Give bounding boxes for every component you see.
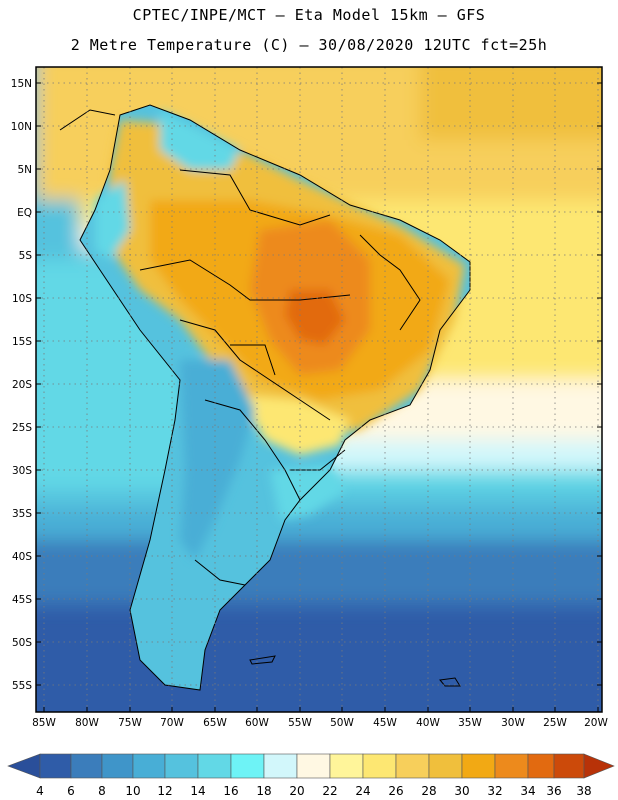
graticule	[36, 67, 602, 712]
colorbar: 4 6 8 10 12 14 16 18 20 22 24 26 28 30 3…	[7, 753, 615, 798]
colorbar-label: 4	[36, 784, 44, 798]
lat-label: 25S	[12, 422, 32, 434]
colorbar-label: 6	[67, 784, 75, 798]
colorbar-label: 20	[289, 784, 304, 798]
colorbar-swatch	[296, 753, 331, 779]
colorbar-label: 36	[546, 784, 561, 798]
lat-label: EQ	[17, 207, 32, 219]
colorbar-swatch	[230, 753, 265, 779]
lat-label: 45S	[12, 594, 32, 606]
colorbar-swatch	[70, 753, 103, 779]
colorbar-label: 34	[520, 784, 535, 798]
colorbar-swatch	[362, 753, 397, 779]
lat-label: 15N	[11, 78, 32, 90]
lon-label: 25W	[543, 717, 567, 729]
lon-label: 30W	[501, 717, 525, 729]
lat-label: 55S	[12, 680, 32, 692]
map-frame	[35, 66, 603, 713]
colorbar-label: 32	[487, 784, 502, 798]
colorbar-label: 18	[256, 784, 271, 798]
lon-label: 60W	[245, 717, 269, 729]
lon-label: 65W	[203, 717, 227, 729]
lon-label: 80W	[75, 717, 99, 729]
colorbar-label: 26	[388, 784, 403, 798]
colorbar-label: 38	[576, 784, 591, 798]
lat-label: 20S	[12, 379, 32, 391]
colorbar-label: 14	[190, 784, 205, 798]
colorbar-swatch	[132, 753, 166, 779]
colorbar-label: 8	[98, 784, 106, 798]
lat-label: 30S	[12, 465, 32, 477]
colorbar-label: 16	[223, 784, 238, 798]
map-title-line-2: 2 Metre Temperature (C) – 30/08/2020 12U…	[70, 36, 548, 54]
lon-label: 70W	[160, 717, 184, 729]
colorbar-swatch	[428, 753, 463, 779]
colorbar-low-arrow	[7, 753, 41, 779]
lon-label: 35W	[458, 717, 482, 729]
lon-label: 50W	[330, 717, 354, 729]
lat-label: 15S	[12, 336, 32, 348]
colorbar-swatch	[164, 753, 199, 779]
lon-label: 55W	[288, 717, 312, 729]
colorbar-label: 10	[125, 784, 140, 798]
colorbar-swatch	[263, 753, 298, 779]
colorbar-swatch	[395, 753, 430, 779]
lat-label: 10N	[11, 121, 32, 133]
colorbar-swatch	[527, 753, 555, 779]
lat-label: 50S	[12, 637, 32, 649]
colorbar-high-arrow	[583, 753, 615, 779]
colorbar-label: 24	[355, 784, 370, 798]
land-temperature	[80, 105, 470, 690]
map-title-line-1: CPTEC/INPE/MCT – Eta Model 15km – GFS	[132, 6, 486, 24]
colorbar-swatch	[461, 753, 496, 779]
colorbar-label: 22	[322, 784, 337, 798]
colorbar-label: 12	[157, 784, 172, 798]
colorbar-swatch	[39, 753, 72, 779]
colorbar-swatch	[553, 753, 585, 779]
latitude-axis: 15N 10N 5N EQ 5S 10S 15S 20S 25S 30S 35S…	[11, 78, 602, 692]
colorbar-swatch	[197, 753, 232, 779]
longitude-axis: 85W 80W 75W 70W 65W 60W 55W 50W 45W 40W …	[32, 707, 608, 729]
lon-label: 85W	[32, 717, 56, 729]
coastlines-and-borders	[59, 104, 471, 691]
temperature-field	[36, 67, 602, 712]
lat-label: 35S	[12, 508, 32, 520]
lat-label: 10S	[12, 293, 32, 305]
lon-label: 45W	[373, 717, 397, 729]
lat-label: 40S	[12, 551, 32, 563]
colorbar-swatch	[494, 753, 529, 779]
lon-label: 40W	[416, 717, 440, 729]
colorbar-swatch	[329, 753, 364, 779]
colorbar-swatch	[101, 753, 134, 779]
lat-label: 5N	[17, 164, 32, 176]
lon-label: 20W	[584, 717, 608, 729]
lon-label: 75W	[118, 717, 142, 729]
colorbar-label: 30	[454, 784, 469, 798]
colorbar-label: 28	[421, 784, 436, 798]
lat-label: 5S	[19, 250, 33, 262]
